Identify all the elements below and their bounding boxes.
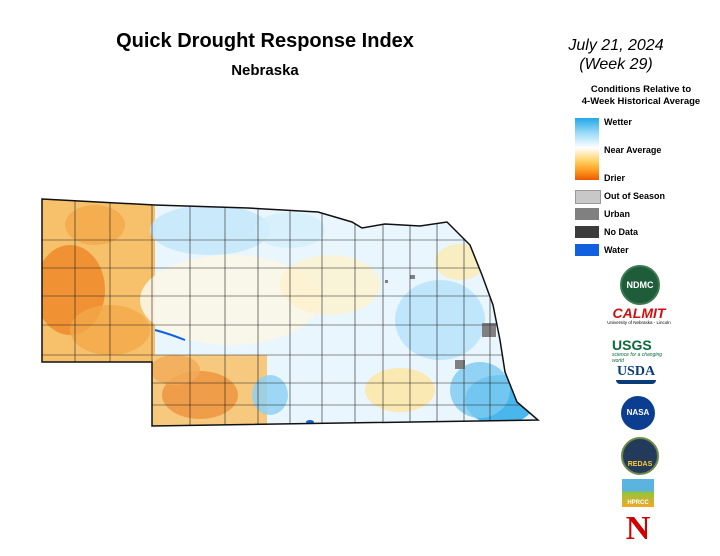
index-surface [42, 199, 538, 426]
legend-urban: Urban [604, 209, 631, 219]
legend-near-label: Near Average [604, 145, 662, 155]
legend-no-data: No Data [604, 227, 639, 237]
hprcc-logo: HPRCC [622, 479, 654, 507]
legend-wetter-label: Wetter [604, 117, 632, 127]
redas-logo: REDAS [621, 437, 659, 475]
calmit-subtext: University of Nebraska - Lincoln [607, 320, 671, 325]
legend-heading: Conditions Relative to 4-Week Historical… [566, 84, 716, 108]
lake-mcconaughy [154, 329, 186, 341]
usgs-logo: USGS science for a changing world [612, 338, 664, 364]
legend-heading-line1: Conditions Relative to [590, 84, 692, 95]
usda-logo: USDA [616, 364, 656, 390]
nasa-logo: NASA [621, 396, 655, 430]
map-title: Quick Drought Response Index [116, 30, 414, 52]
swatch-water [575, 244, 599, 256]
legend-water: Water [604, 245, 629, 255]
swatch-out-of-season [575, 190, 601, 204]
color-ramp [575, 118, 599, 180]
date-label: July 21, 2024 (Week 29) [548, 36, 684, 74]
legend-out-of-season: Out of Season [604, 191, 666, 201]
usgs-tagline: science for a changing world [612, 352, 663, 364]
map-subtitle: Nebraska [231, 62, 299, 79]
urban-omaha [482, 323, 496, 337]
date-text: July 21, 2024 [568, 37, 664, 54]
usda-swoosh [616, 380, 656, 384]
swatch-urban [575, 208, 599, 220]
legend-heading-line2: 4-Week Historical Average [581, 96, 701, 107]
legend-drier-label: Drier [604, 173, 626, 183]
ndmc-logo: NDMC [620, 265, 660, 305]
urban-lincoln [455, 360, 465, 369]
nebraska-n-logo: N [625, 510, 651, 547]
calmit-text: CALMIT [612, 305, 666, 321]
calmit-logo: CALMIT University of Nebraska - Lincoln [598, 306, 680, 326]
usgs-text: USGS [612, 337, 652, 353]
state-border [41, 198, 540, 427]
week-text: (Week 29) [579, 56, 653, 73]
swatch-no-data [575, 226, 599, 238]
county-lines [42, 199, 538, 426]
nebraska-map [41, 198, 540, 427]
usda-text: USDA [616, 364, 656, 379]
